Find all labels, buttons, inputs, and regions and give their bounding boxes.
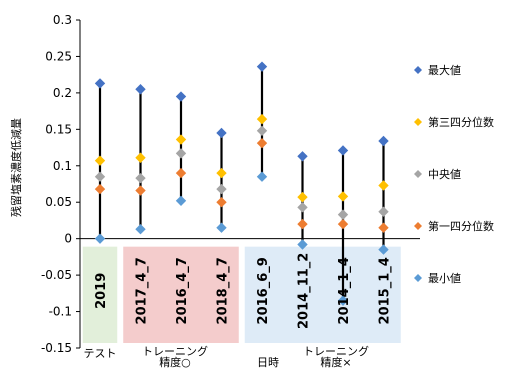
axes (76, 19, 420, 349)
point-第一四分位数 (175, 167, 187, 179)
group-label: トレーニング (303, 344, 369, 358)
point-第三四分位数 (378, 180, 389, 191)
category-label: 2014_11_2 (297, 253, 312, 329)
group-label: 日時 (257, 356, 279, 368)
point-第三四分位数 (297, 191, 308, 203)
point-最大値 (135, 84, 146, 95)
y-tick-label: 0 (64, 232, 72, 246)
group-label: テスト (84, 347, 117, 360)
point-第一四分位数 (297, 218, 308, 230)
legend-marker (414, 222, 422, 230)
tick-labels: -0.15 -0.1 -0.05 0 0.05 0.1 0.15 0.2 0.25 0.3 (41, 13, 72, 355)
point-第三四分位数 (337, 191, 349, 202)
group-bands (82, 246, 401, 343)
point-最小値 (297, 239, 308, 250)
point-最小値 (175, 195, 187, 206)
point-最大値 (94, 78, 106, 89)
legend-marker (414, 66, 422, 74)
category-label: 2018_4_7 (216, 257, 231, 324)
point-中央値 (175, 148, 187, 159)
point-中央値 (135, 172, 146, 184)
data-points (94, 61, 389, 306)
point-最小値 (256, 171, 268, 182)
group-band-1 (123, 246, 239, 343)
point-第三四分位数 (175, 134, 187, 145)
point-中央値 (256, 125, 268, 136)
point-第一四分位数 (256, 137, 268, 149)
point-最小値 (94, 233, 106, 244)
y-tick-label: 0.15 (45, 122, 72, 136)
point-第一四分位数 (216, 197, 227, 208)
point-中央値 (216, 183, 227, 195)
point-第三四分位数 (94, 155, 106, 166)
category-label: 2019 (94, 273, 109, 309)
group-label: トレーニング (142, 344, 208, 358)
group-label: 精度× (320, 355, 351, 368)
point-最小値 (337, 295, 349, 306)
point-第一四分位数 (135, 185, 146, 196)
y-tick-label: 0.05 (45, 195, 72, 209)
point-最大値 (216, 127, 227, 139)
category-label: 2014_1_4 (337, 257, 352, 324)
y-tick-label: -0.1 (49, 305, 72, 319)
point-第三四分位数 (135, 152, 146, 163)
legend-label: 最小値 (428, 272, 461, 285)
group-band-3 (244, 246, 401, 343)
category-label: 2015_1_4 (378, 257, 393, 324)
y-tick-label: -0.15 (41, 341, 72, 355)
legend-label: 中央値 (428, 168, 461, 181)
point-中央値 (94, 171, 106, 182)
point-第一四分位数 (378, 222, 389, 233)
category-label: 2017_4_7 (135, 257, 150, 324)
category-label: 2016_6_9 (256, 257, 271, 324)
legend-label: 第一四分位数 (428, 219, 494, 233)
point-中央値 (378, 206, 389, 217)
legend-label: 最大値 (428, 63, 461, 77)
point-中央値 (297, 202, 308, 213)
point-第三四分位数 (216, 167, 227, 179)
point-最大値 (256, 61, 268, 72)
point-最大値 (337, 145, 349, 156)
legend-marker (414, 274, 422, 282)
point-最大値 (175, 91, 187, 102)
group-band-0 (82, 246, 118, 343)
point-第一四分位数 (94, 183, 106, 195)
point-最小値 (216, 222, 227, 233)
point-第三四分位数 (256, 113, 268, 125)
point-最小値 (378, 244, 389, 255)
point-最大値 (378, 135, 389, 147)
point-最小値 (135, 223, 146, 235)
group-label: 精度○ (159, 355, 191, 368)
y-tick-label: -0.05 (41, 268, 72, 282)
y-axis-label: 残留塩素濃度低減量 (9, 118, 23, 217)
y-tick-label: 0.2 (53, 86, 72, 100)
category-labels: 2019 2017_4_7 2016_4_7 2018_4_7 2016_6_9 2014… (94, 253, 393, 329)
category-label: 2016_4_7 (175, 257, 190, 324)
legend-marker (414, 170, 422, 178)
legend-marker (414, 118, 422, 126)
point-第一四分位数 (337, 218, 349, 230)
legend-label: 第三四分位数 (428, 115, 494, 129)
point-中央値 (337, 209, 349, 220)
point-最大値 (297, 151, 308, 162)
y-tick-label: 0.3 (53, 13, 72, 27)
y-tick-label: 0.25 (45, 49, 72, 63)
y-tick-label: 0.1 (53, 159, 72, 173)
